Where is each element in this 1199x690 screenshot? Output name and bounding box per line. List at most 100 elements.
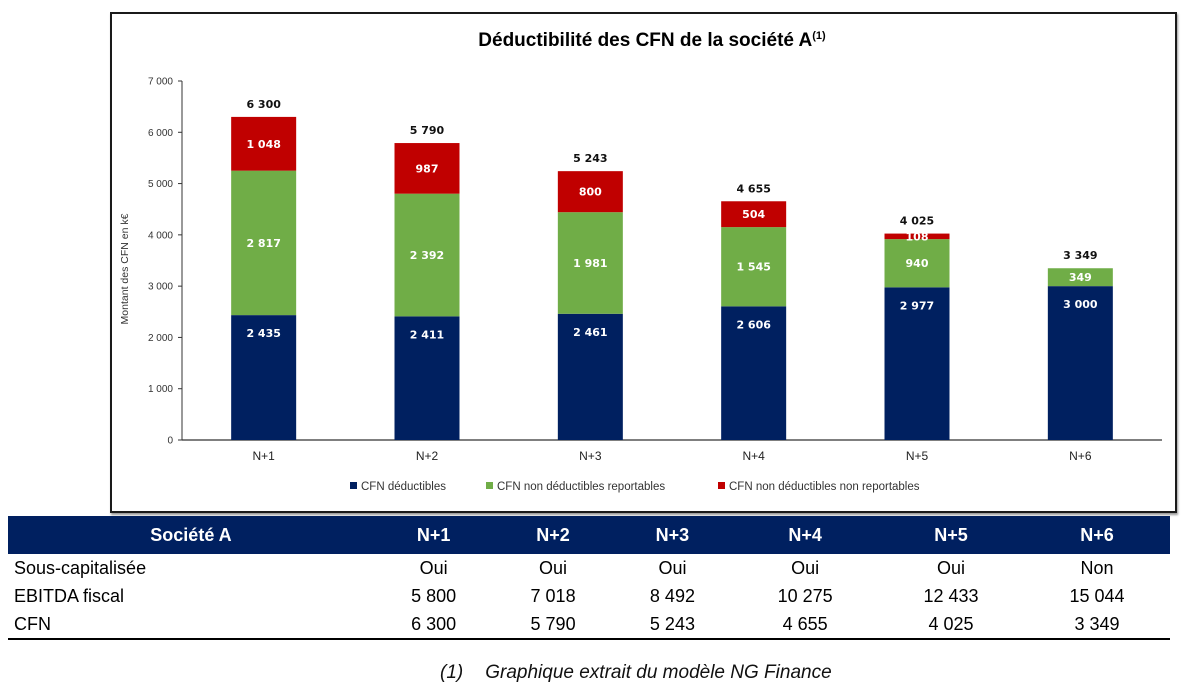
- x-axis: N+1 N+2 N+3 N+4 N+5 N+6: [182, 439, 1162, 463]
- bar-segment: [1047, 268, 1113, 287]
- bar-segment-label: 987: [416, 162, 439, 175]
- chart-title-text: Déductibilité des CFN de la société A: [478, 30, 812, 51]
- bar-segment-label: 2 606: [736, 318, 771, 331]
- bar-segment: [884, 239, 950, 288]
- table-row: Sous-capitalisée Oui Oui Oui Oui Oui Non: [8, 554, 1170, 582]
- bar-segment-label: 2 392: [410, 249, 444, 262]
- bar-segment-label: 800: [579, 186, 602, 199]
- y-tick-label: 7 000: [148, 77, 173, 88]
- bar-segment: [231, 170, 297, 316]
- bar-segment: [394, 143, 460, 194]
- bar-segment: [1047, 286, 1113, 440]
- bar-segment-label: 3 000: [1063, 298, 1098, 311]
- chart-title: Déductibilité des CFN de la société A(1): [478, 30, 826, 51]
- legend-swatch: [350, 482, 357, 489]
- bar-group-nplus6: 3 000 349 3 349: [1047, 249, 1113, 440]
- y-tick-label: 1 000: [148, 384, 173, 395]
- bar-segment-label: 1 981: [573, 257, 607, 270]
- table-cell: 3 349: [1024, 610, 1170, 640]
- bar-segment: [557, 212, 623, 314]
- bar-segment: [557, 171, 623, 213]
- bar-segment-label: 2 817: [246, 237, 280, 250]
- bar-segment: [557, 313, 623, 440]
- bar-group-nplus2: 2 411 2 392 987 5 790: [394, 124, 460, 440]
- table-row: CFN 6 300 5 790 5 243 4 655 4 025 3 349: [8, 610, 1170, 640]
- x-tick-label: N+4: [742, 449, 765, 463]
- table-header-year: N+2: [493, 516, 613, 554]
- legend-swatch: [718, 482, 725, 489]
- footnote: (1) Graphique extrait du modèle NG Financ…: [440, 662, 832, 684]
- table-header-company: Société A: [8, 516, 374, 554]
- bar-total-label: 4 655: [736, 182, 770, 195]
- table-header-year: N+1: [373, 516, 494, 554]
- table-cell: Oui: [419, 557, 448, 578]
- table-cell: 8 492: [649, 585, 695, 606]
- legend-item: CFN déductibles: [350, 481, 446, 493]
- bar-total-label: 5 790: [410, 124, 445, 137]
- legend-swatch: [486, 482, 493, 489]
- bar-segment: [721, 227, 787, 307]
- y-tick-label: 0: [167, 436, 173, 447]
- bar-group-nplus5: 2 977 940 108 4 025: [884, 215, 950, 440]
- x-tick-label: N+1: [252, 449, 275, 463]
- table-header-year: N+6: [1024, 516, 1170, 554]
- table-header-year: N+4: [732, 516, 879, 554]
- bar-segment-label: 940: [906, 257, 929, 270]
- bar-total-label: 3 349: [1063, 249, 1097, 262]
- y-axis: 0 1 000 2 000 3 000 4 000 5 000 6 000 7 000: [148, 77, 183, 447]
- bar-segment-label: 504: [742, 208, 765, 221]
- chart-title-superscript: (1): [812, 30, 826, 42]
- x-tick-label: N+5: [906, 449, 929, 463]
- table-cell: 7 018: [530, 585, 576, 606]
- table-cell: 6 300: [373, 610, 494, 640]
- table-cell: 10 275: [777, 585, 833, 606]
- bar-total-label: 6 300: [246, 98, 281, 111]
- table-cell: Oui: [658, 557, 687, 578]
- table-cell: 4 655: [732, 610, 879, 640]
- bar-segment: [394, 193, 460, 317]
- table-cell: 5 800: [411, 585, 457, 606]
- table-row-label: CFN: [8, 610, 374, 640]
- table-cell: Oui: [791, 557, 820, 578]
- y-tick-label: 6 000: [148, 128, 173, 139]
- table-row: EBITDA fiscal 5 800 7 018 8 492 10 275 12 433…: [8, 582, 1170, 610]
- table-body: Sous-capitalisée Oui Oui Oui Oui Oui Non EBITDA…: [8, 554, 1170, 640]
- table-row-label: EBITDA fiscal: [14, 585, 125, 606]
- x-tick-label: N+6: [1069, 449, 1092, 463]
- legend-label: CFN déductibles: [361, 481, 446, 493]
- data-table: Société A N+1 N+2 N+3 N+4 N+5 N+6 Sous-capital…: [8, 516, 1170, 640]
- footnote-text: Graphique extrait du modèle NG Finance: [485, 662, 832, 683]
- bar-segment-label: 2 977: [900, 299, 934, 312]
- table-header-row: Société A N+1 N+2 N+3 N+4 N+5 N+6: [8, 516, 1170, 554]
- bar-segment-label: 2 461: [573, 326, 607, 339]
- bar-segment-label: 108: [906, 231, 929, 244]
- y-axis-label: Montant des CFN en k€: [119, 213, 131, 324]
- y-tick-label: 2 000: [148, 333, 173, 344]
- table-cell: 5 243: [612, 610, 733, 640]
- chart-frame: Déductibilité des CFN de la société A(1)…: [110, 12, 1177, 513]
- legend-label: CFN non déductibles non reportables: [729, 481, 920, 493]
- legend-label: CFN non déductibles reportables: [497, 481, 665, 493]
- bar-segment-label: 2 411: [410, 328, 444, 341]
- stacked-bar-chart: Déductibilité des CFN de la société A(1)…: [119, 30, 1162, 493]
- x-tick-label: N+2: [416, 449, 439, 463]
- bar-segment-label: 349: [1069, 271, 1092, 284]
- bar-segment-label: 2 435: [246, 327, 280, 340]
- bar-segment: [394, 316, 460, 440]
- legend: CFN déductibles CFN non déductibles repor…: [350, 481, 920, 493]
- table-header-year: N+3: [612, 516, 733, 554]
- bar-group-nplus1: 2 435 2 817 1 048 6 300: [231, 98, 297, 440]
- legend-item: CFN non déductibles reportables: [486, 481, 665, 493]
- table-cell: 12 433: [923, 585, 979, 606]
- table-row-label: Sous-capitalisée: [14, 557, 147, 578]
- table-cell: 4 025: [878, 610, 1025, 640]
- table-cell: Non: [1080, 557, 1114, 578]
- bar-group-nplus3: 2 461 1 981 800 5 243: [557, 152, 623, 440]
- bar-segment: [231, 315, 297, 440]
- x-tick-label: N+3: [579, 449, 602, 463]
- table-cell: Oui: [539, 557, 568, 578]
- bar-group-nplus4: 2 606 1 545 504 4 655: [721, 182, 787, 440]
- bar-segment-label: 1 048: [246, 138, 280, 151]
- table-cell: Oui: [937, 557, 966, 578]
